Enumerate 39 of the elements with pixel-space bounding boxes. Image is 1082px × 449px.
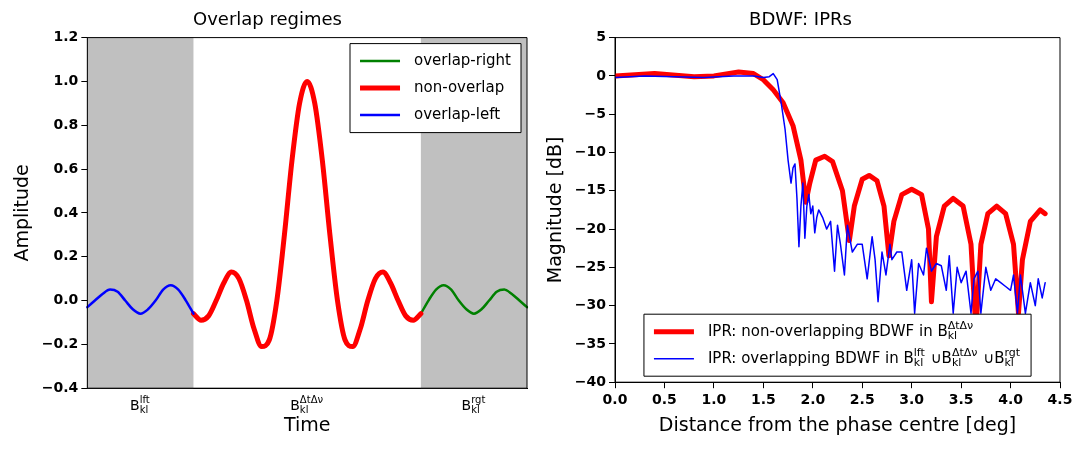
y-tick-label: −20	[574, 219, 607, 236]
y-tick-label: 0.6	[53, 159, 79, 176]
x-tick-label: 2.5	[849, 390, 875, 407]
y-axis-title: Magnitude [dB]	[543, 136, 566, 284]
legend-label: overlap-left	[414, 104, 501, 123]
y-tick-label: −25	[574, 257, 607, 274]
y-tick-label: 5	[596, 28, 607, 45]
y-tick-label: 0.2	[53, 247, 79, 264]
x-tick-label: 3.0	[899, 390, 925, 407]
y-tick-label: 1.2	[53, 28, 79, 45]
y-tick-label: 0	[596, 66, 607, 83]
y-tick-label: −35	[574, 334, 607, 351]
y-tick-label: −10	[574, 143, 607, 160]
legend-label: non-overlap	[414, 77, 505, 96]
y-tick-label: −30	[574, 296, 607, 313]
y-tick-label: −40	[574, 372, 607, 389]
legend-label: overlap-right	[414, 50, 512, 69]
chart-title: Overlap regimes	[193, 8, 342, 30]
y-tick-label: −5	[584, 104, 607, 121]
y-tick-label: 1.0	[53, 72, 79, 89]
y-axis-title: Amplitude	[10, 164, 33, 262]
x-axis-title: Distance from the phase centre [deg]	[658, 412, 1017, 435]
chart-title: BDWF: IPRs	[749, 8, 852, 30]
x-tick-label: 4.5	[1047, 390, 1073, 407]
y-tick-label: −0.4	[41, 378, 79, 395]
x-tick-label: 4.0	[998, 390, 1024, 407]
x-tick-label: 3.5	[948, 390, 974, 407]
y-tick-label: 0.4	[53, 203, 79, 220]
line-series	[419, 283, 529, 315]
x-tick-label: 2.0	[800, 390, 826, 407]
x-tick-label: 1.5	[750, 390, 776, 407]
x-axis-title: Time	[282, 412, 331, 435]
line-series	[86, 283, 195, 315]
x-tick-label: 1.0	[701, 390, 727, 407]
y-tick-label: −15	[574, 181, 607, 198]
y-tick-label: 0.8	[53, 115, 79, 132]
x-tick-label: 0.5	[652, 390, 677, 407]
y-tick-label: −0.2	[41, 335, 79, 352]
y-tick-label: 0.0	[53, 291, 79, 308]
